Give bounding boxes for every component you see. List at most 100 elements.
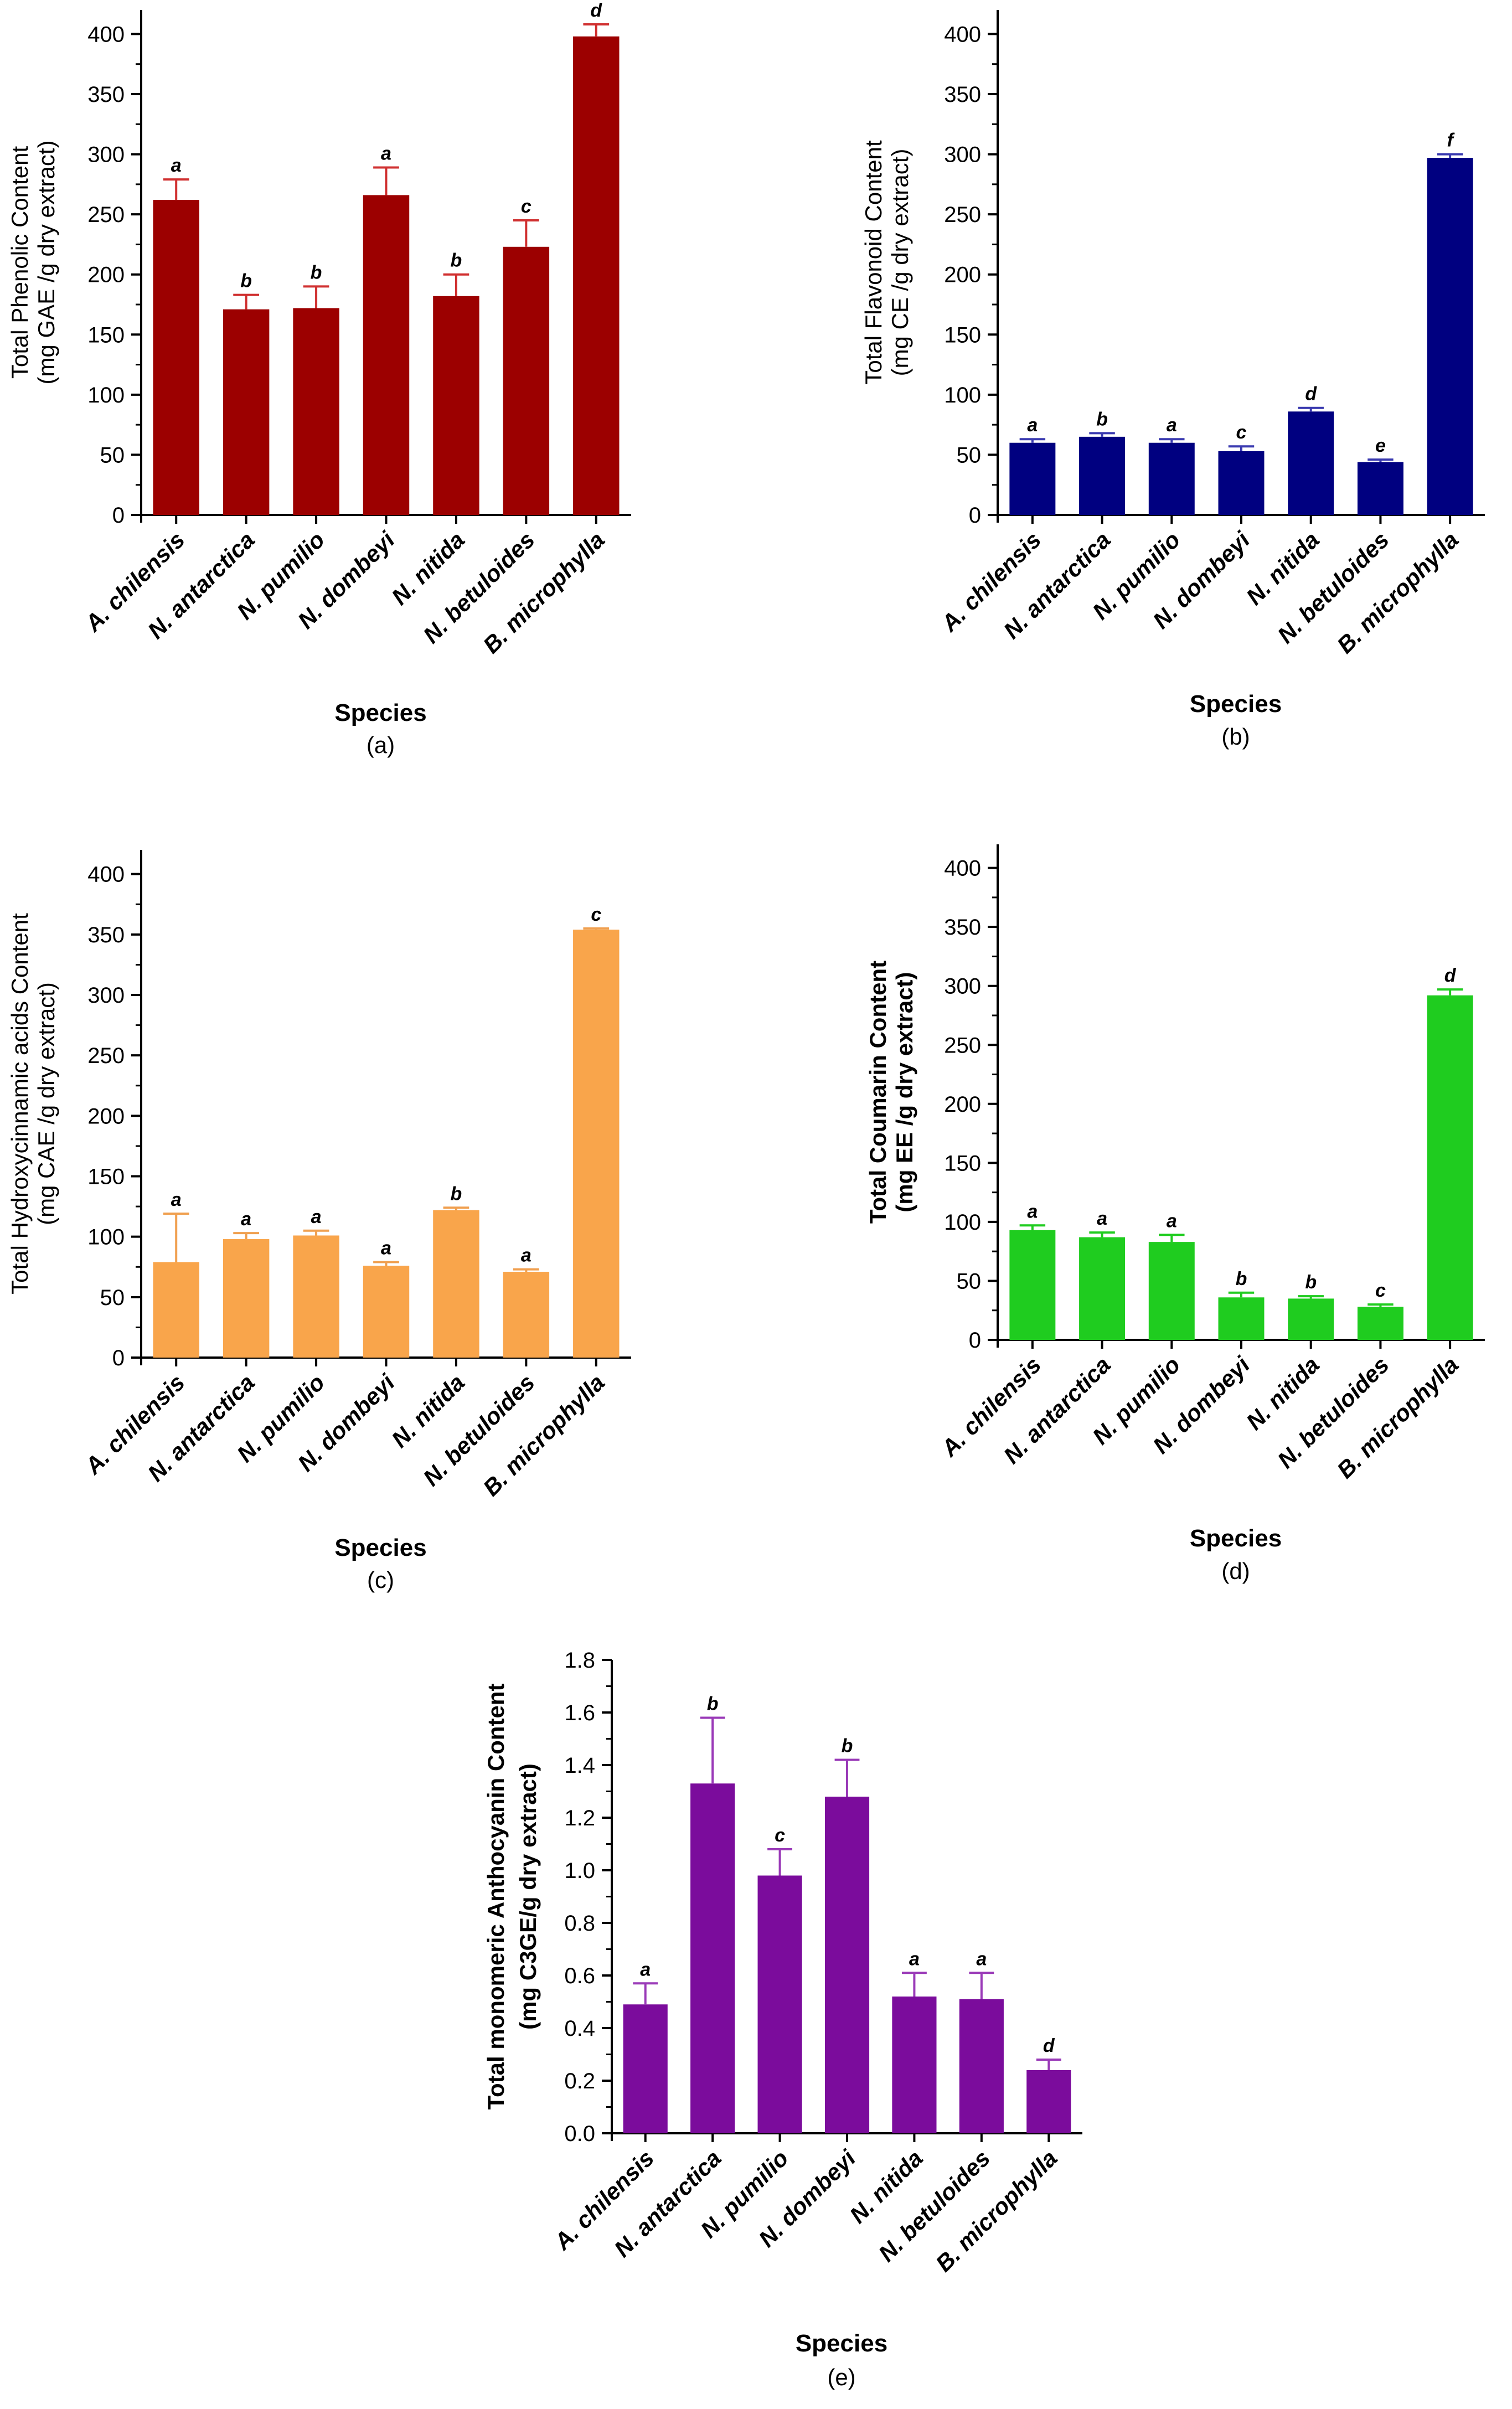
bar bbox=[153, 200, 199, 515]
significance-letter: c bbox=[521, 196, 531, 217]
bar bbox=[1079, 436, 1126, 515]
y-tick-label: 100 bbox=[944, 1210, 981, 1235]
significance-letter: a bbox=[171, 1189, 182, 1210]
y-tick-label: 100 bbox=[944, 383, 981, 407]
y-axis-unit-label: (mg CAE /g dry extract) bbox=[33, 982, 59, 1225]
y-tick-label: 300 bbox=[944, 974, 981, 999]
bar bbox=[1357, 1307, 1403, 1340]
y-tick-label: 250 bbox=[87, 203, 125, 227]
y-axis-label: Total Coumarin Content bbox=[865, 961, 891, 1224]
bar bbox=[1148, 442, 1195, 515]
bar bbox=[1026, 2070, 1071, 2133]
significance-letter: a bbox=[241, 1209, 251, 1230]
y-tick-label: 300 bbox=[87, 983, 125, 1008]
y-tick-label: 150 bbox=[87, 1165, 125, 1189]
bar bbox=[1009, 1230, 1056, 1340]
significance-letter: b bbox=[1305, 1272, 1317, 1293]
y-tick-label: 400 bbox=[87, 22, 125, 47]
y-axis-unit-label: (mg EE /g dry extract) bbox=[891, 972, 917, 1212]
bar bbox=[690, 1783, 735, 2133]
y-tick-label: 0.8 bbox=[564, 1911, 595, 1936]
significance-letter: b bbox=[1096, 409, 1108, 430]
significance-letter: b bbox=[707, 1694, 719, 1715]
significance-letter: b bbox=[240, 271, 252, 292]
x-axis-label: Species bbox=[334, 699, 426, 726]
bar bbox=[573, 36, 620, 515]
y-tick-label: 50 bbox=[100, 1286, 125, 1310]
y-tick-label: 350 bbox=[944, 82, 981, 107]
y-tick-label: 300 bbox=[944, 143, 981, 167]
significance-letter: b bbox=[842, 1736, 853, 1757]
significance-letter: a bbox=[521, 1245, 531, 1266]
y-tick-label: 250 bbox=[944, 1033, 981, 1058]
y-tick-label: 0.4 bbox=[564, 2016, 595, 2041]
significance-letter: a bbox=[1167, 415, 1177, 436]
category-label: B. microphylla bbox=[1332, 527, 1464, 658]
significance-letter: a bbox=[381, 1238, 391, 1259]
bar bbox=[1148, 1242, 1195, 1340]
y-tick-label: 400 bbox=[944, 22, 981, 47]
bar bbox=[503, 1271, 550, 1358]
bar bbox=[223, 1239, 270, 1358]
significance-letter: d bbox=[590, 0, 602, 21]
bar bbox=[824, 1797, 870, 2133]
category-label: B. microphylla bbox=[478, 527, 610, 658]
bar bbox=[623, 2004, 668, 2133]
y-tick-label: 350 bbox=[87, 923, 125, 947]
y-axis-unit-label: (mg CE /g dry extract) bbox=[887, 149, 913, 376]
significance-letter: a bbox=[976, 1948, 987, 1969]
y-tick-label: 50 bbox=[957, 443, 982, 467]
y-tick-label: 1.0 bbox=[564, 1859, 595, 1883]
y-tick-label: 0 bbox=[112, 1346, 125, 1370]
y-axis-unit-label: (mg GAE /g dry extract) bbox=[33, 140, 59, 384]
y-tick-label: 1.8 bbox=[564, 1648, 595, 1673]
bar bbox=[959, 1999, 1004, 2133]
bar bbox=[573, 930, 620, 1358]
significance-letter: a bbox=[381, 143, 391, 164]
significance-letter: c bbox=[1236, 422, 1247, 443]
y-tick-label: 200 bbox=[944, 1092, 981, 1117]
y-axis-label: Total monomeric Anthocyanin Content bbox=[483, 1683, 509, 2109]
panel-label: (b) bbox=[1221, 724, 1250, 750]
y-tick-label: 300 bbox=[87, 143, 125, 167]
x-axis-label: Species bbox=[1190, 690, 1282, 718]
y-tick-label: 150 bbox=[87, 323, 125, 347]
significance-letter: b bbox=[451, 1183, 462, 1204]
y-tick-label: 200 bbox=[87, 1104, 125, 1128]
significance-letter: a bbox=[1097, 1208, 1107, 1229]
significance-letter: b bbox=[1236, 1268, 1247, 1289]
y-tick-label: 50 bbox=[957, 1269, 982, 1293]
significance-letter: a bbox=[311, 1206, 322, 1227]
y-axis-label: Total Hydroxycinnamic acids Content bbox=[7, 913, 33, 1294]
significance-letter: e bbox=[1375, 435, 1386, 456]
bar bbox=[223, 309, 270, 515]
bar bbox=[1427, 995, 1473, 1340]
y-tick-label: 100 bbox=[87, 383, 125, 407]
y-tick-label: 0 bbox=[112, 503, 125, 528]
y-tick-label: 50 bbox=[100, 443, 125, 467]
bar bbox=[363, 1266, 410, 1358]
bar bbox=[1218, 1297, 1265, 1340]
y-tick-label: 1.6 bbox=[564, 1701, 595, 1725]
x-axis-label: Species bbox=[1190, 1525, 1282, 1552]
y-tick-label: 250 bbox=[944, 203, 981, 227]
bar bbox=[433, 1210, 479, 1358]
significance-letter: c bbox=[591, 904, 601, 925]
y-tick-label: 150 bbox=[944, 323, 981, 347]
category-label: B. microphylla bbox=[931, 2145, 1062, 2277]
y-axis-unit-label: (mg C3GE/g dry extract) bbox=[515, 1763, 541, 2030]
y-tick-label: 400 bbox=[944, 857, 981, 881]
y-tick-label: 200 bbox=[944, 263, 981, 287]
bar bbox=[503, 246, 550, 515]
significance-letter: a bbox=[1027, 1201, 1038, 1222]
y-tick-label: 200 bbox=[87, 263, 125, 287]
panel-label: (d) bbox=[1221, 1558, 1250, 1584]
x-axis-label: Species bbox=[334, 1534, 426, 1561]
y-tick-label: 0 bbox=[969, 1328, 981, 1353]
panel-label: (c) bbox=[367, 1567, 394, 1593]
category-label: B. microphylla bbox=[1332, 1351, 1464, 1483]
y-tick-label: 1.4 bbox=[564, 1753, 595, 1778]
